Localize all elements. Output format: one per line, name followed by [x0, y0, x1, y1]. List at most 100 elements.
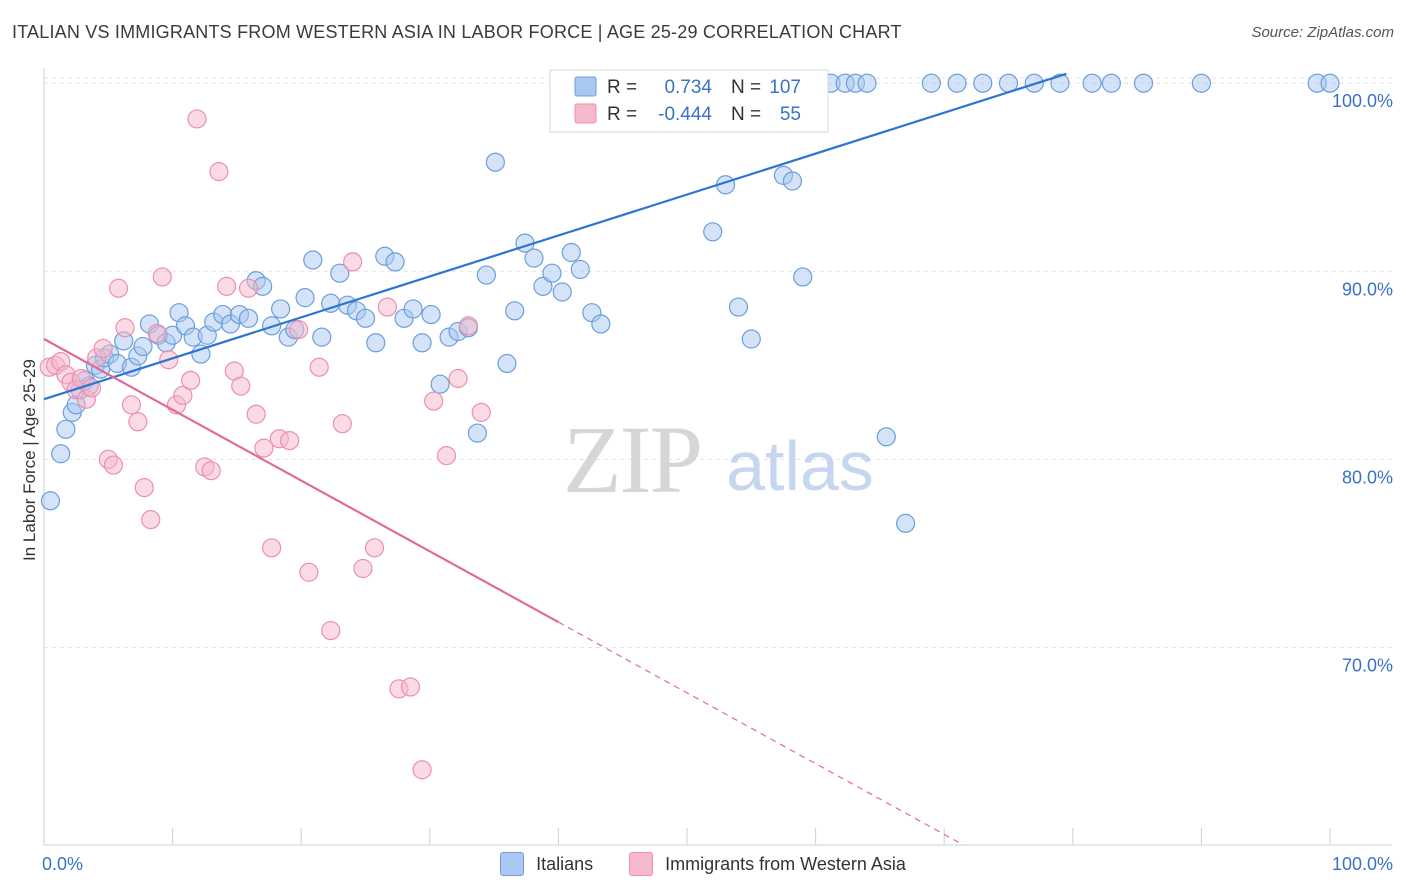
- italian-point: [570, 259, 590, 280]
- italian-point: [56, 419, 76, 439]
- western-asia-point: [412, 760, 432, 780]
- italian-point: [782, 171, 803, 191]
- stats-legend: R = 0.734 N = 107 R = -0.444 N = 55: [549, 69, 829, 133]
- western-asia-point: [309, 357, 329, 377]
- western-asia-point: [254, 438, 274, 458]
- x-tick-label: 0.0%: [42, 854, 83, 874]
- italian-point: [385, 252, 405, 272]
- italian-point: [505, 301, 525, 321]
- western-asia-point: [332, 414, 352, 434]
- x-tick-label: 100.0%: [1332, 854, 1393, 874]
- italian-point: [857, 73, 877, 93]
- italian-point: [403, 299, 423, 319]
- italian-point: [1050, 73, 1070, 93]
- italian-point: [366, 333, 386, 353]
- western-asia-trend-line: [43, 338, 559, 624]
- italian-point: [947, 73, 967, 93]
- italian-point: [421, 304, 441, 325]
- western-asia-point: [103, 455, 124, 475]
- watermark-atlas: atlas: [726, 427, 874, 505]
- legend-n-value-western-asia: 55: [780, 104, 801, 125]
- western-asia-point: [108, 278, 129, 298]
- western-asia-point: [321, 620, 341, 641]
- italian-trend-line: [43, 72, 1067, 401]
- western-asia-point: [280, 430, 300, 451]
- italian-point: [728, 297, 749, 317]
- italian-point: [542, 263, 562, 283]
- italian-point: [561, 242, 581, 263]
- axis-layer: [43, 68, 1392, 846]
- legend-label-western-asia: Immigrants from Western Asia: [665, 853, 906, 874]
- italian-point: [921, 73, 941, 93]
- watermark: ZIP atlas: [563, 406, 874, 513]
- italian-point: [497, 353, 517, 374]
- italian-point: [524, 248, 544, 268]
- italian-point: [1082, 73, 1102, 93]
- italian-point: [1101, 73, 1121, 93]
- western-asia-point: [231, 376, 251, 396]
- western-asia-point: [343, 252, 363, 272]
- italian-point: [973, 73, 993, 93]
- italian-point: [271, 299, 291, 319]
- y-tick-label: 100.0%: [1332, 91, 1393, 111]
- italian-point: [703, 222, 723, 242]
- grid-layer: [44, 77, 1392, 648]
- western-asia-point: [238, 278, 259, 298]
- western-asia-trend-extension: [558, 621, 964, 846]
- source-label: Source: ZipAtlas.com: [1251, 24, 1394, 41]
- western-asia-point: [458, 316, 478, 336]
- western-asia-point: [209, 162, 229, 182]
- italian-point: [552, 282, 572, 302]
- legend-item-western-asia: Immigrants from Western Asia: [629, 852, 906, 876]
- western-asia-point: [436, 446, 457, 466]
- western-asia-point: [400, 677, 421, 697]
- western-asia-point: [134, 478, 154, 498]
- legend-swatch-western-asia: [574, 103, 597, 124]
- western-asia-point: [448, 368, 468, 389]
- western-asia-point: [364, 538, 385, 558]
- western-asia-point: [471, 402, 491, 422]
- western-asia-point: [115, 318, 135, 338]
- italian-point: [412, 333, 432, 353]
- legend-swatch-italians-bottom: [500, 852, 525, 876]
- italian-point: [312, 327, 332, 347]
- italian-point: [1191, 73, 1212, 93]
- italian-point: [476, 265, 496, 285]
- legend-swatch-western-asia-bottom: [629, 852, 654, 876]
- italian-point: [295, 288, 315, 308]
- western-asia-point: [424, 391, 444, 411]
- y-tick-label: 70.0%: [1342, 656, 1393, 676]
- italian-point: [51, 444, 71, 464]
- legend-n-label-western-asia: N =: [731, 104, 761, 125]
- tick-label-layer: 70.0% 80.0% 90.0% 100.0% 0.0% 100.0%: [42, 91, 1393, 874]
- italian-point: [303, 250, 323, 270]
- italian-point: [330, 263, 350, 283]
- trend-layer: [43, 72, 1067, 846]
- watermark-zip: ZIP: [563, 406, 701, 513]
- y-tick-label: 80.0%: [1342, 467, 1393, 487]
- western-asia-point: [152, 267, 172, 287]
- italian-point: [533, 276, 553, 296]
- legend-swatch-italians: [574, 76, 597, 97]
- y-axis-label: In Labor Force | Age 25-29: [20, 359, 39, 561]
- italian-point: [793, 267, 813, 287]
- legend-r-label-italians: R =: [607, 77, 637, 98]
- legend-n-value-italians: 107: [769, 77, 801, 98]
- italian-point: [238, 308, 259, 328]
- chart-title: ITALIAN VS IMMIGRANTS FROM WESTERN ASIA …: [12, 22, 902, 42]
- legend-r-value-italians: 0.734: [664, 77, 712, 98]
- western-asia-point: [93, 338, 113, 359]
- series-legend: Italians Immigrants from Western Asia: [0, 852, 1406, 876]
- legend-label-italians: Italians: [536, 853, 594, 874]
- western-asia-point: [128, 412, 148, 432]
- italian-point: [591, 314, 611, 334]
- italian-point: [485, 152, 505, 172]
- italian-point: [741, 329, 761, 349]
- italian-point: [1133, 73, 1154, 93]
- legend-r-value-western-asia: -0.444: [658, 104, 712, 125]
- legend-r-label-western-asia: R =: [607, 104, 637, 125]
- western-asia-point: [299, 562, 319, 582]
- legend-n-label-italians: N =: [731, 77, 761, 98]
- italian-point: [467, 423, 487, 443]
